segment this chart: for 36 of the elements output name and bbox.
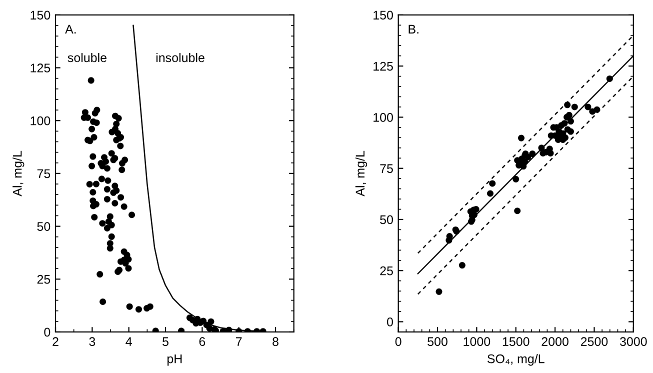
y-tick-label: 75 <box>380 164 393 173</box>
x-tick-label: 0 <box>395 337 402 346</box>
x-tick-label: 6 <box>199 337 206 346</box>
y-tick-label: 150 <box>30 10 50 20</box>
y-axis-title: Al, mg/L <box>12 150 24 196</box>
x-tick-label: 1000 <box>464 337 490 346</box>
x-tick-label: 2000 <box>542 337 568 346</box>
y-tick-label: 150 <box>374 10 393 20</box>
y-tick-label: 100 <box>374 112 393 122</box>
x-axis-title: pH <box>167 354 182 366</box>
x-tick-label: 4 <box>126 337 132 346</box>
x-axis-title: SO₄, mg/L <box>487 354 544 366</box>
y-axis-title: Al, mg/L <box>355 150 368 196</box>
x-tick-label: 2 <box>52 337 58 346</box>
x-tick-label: 1500 <box>502 337 530 346</box>
annotation: A. <box>65 24 76 34</box>
y-tick-label: 125 <box>374 62 393 71</box>
y-tick-label: 25 <box>380 266 393 276</box>
x-tick-label: 500 <box>428 337 448 346</box>
y-tick-label: 125 <box>30 64 50 72</box>
x-tick-label: 7 <box>236 337 242 346</box>
y-tick-label: 75 <box>37 169 50 178</box>
x-tick-label: 2500 <box>580 337 608 346</box>
y-tick-label: 100 <box>30 116 50 126</box>
x-tick-label: 3000 <box>620 337 647 346</box>
annotation: insoluble <box>156 52 204 62</box>
x-tick-label: 3 <box>89 337 96 346</box>
y-tick-label: 0 <box>44 328 50 337</box>
y-tick-label: 25 <box>37 274 50 284</box>
annotation: B. <box>408 24 418 34</box>
x-tick-label: 8 <box>272 337 278 346</box>
y-tick-label: 0 <box>387 318 393 326</box>
annotation: soluble <box>68 52 106 62</box>
y-tick-label: 50 <box>37 222 50 231</box>
x-tick-label: 5 <box>162 337 168 346</box>
y-tick-label: 50 <box>380 215 393 224</box>
